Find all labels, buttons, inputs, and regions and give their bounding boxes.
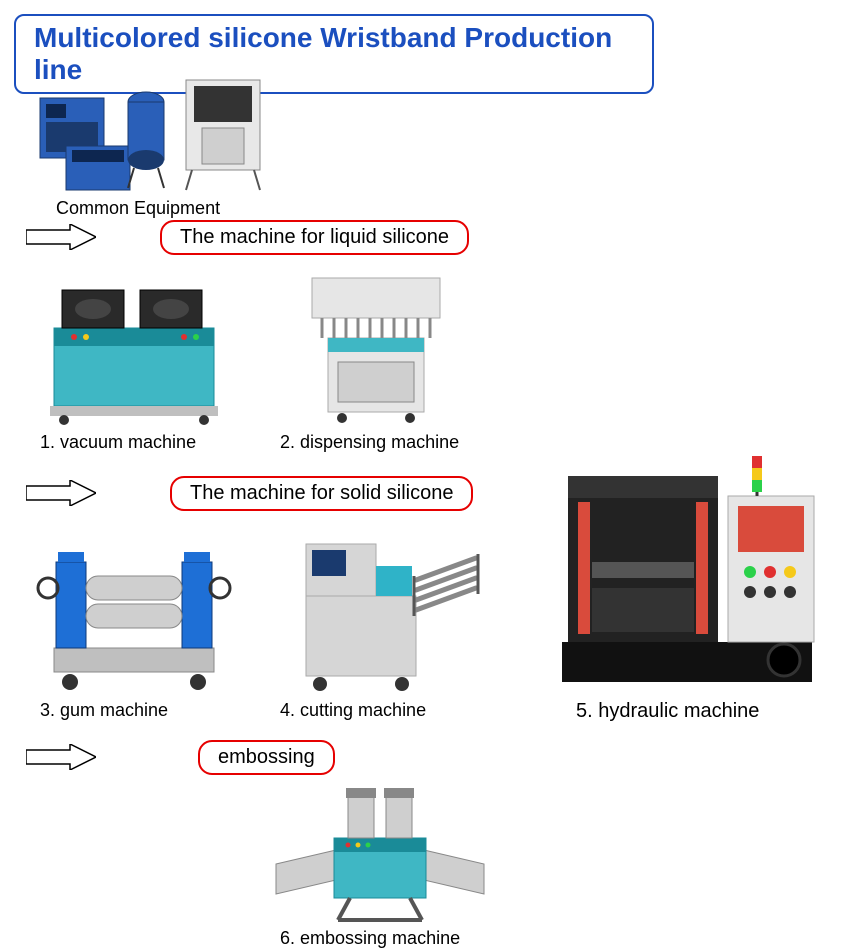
label-m6: 6. embossing machine xyxy=(280,928,460,949)
label-m3: 3. gum machine xyxy=(40,700,168,721)
arrow-liquid xyxy=(26,224,96,250)
hydraulic-machine-image xyxy=(552,452,832,692)
label-m4: 4. cutting machine xyxy=(280,700,426,721)
section-solid: The machine for solid silicone xyxy=(170,476,473,511)
embossing-machine-image xyxy=(270,784,490,924)
arrow-solid xyxy=(26,480,96,506)
label-m2: 2. dispensing machine xyxy=(280,432,459,453)
label-m5: 5. hydraulic machine xyxy=(576,700,759,723)
vacuum-machine-image xyxy=(44,276,224,426)
gum-machine-image xyxy=(34,528,234,693)
section-emboss: embossing xyxy=(198,740,335,775)
dispensing-machine-image xyxy=(292,268,462,428)
common-equipment-image xyxy=(36,72,266,192)
label-m1: 1. vacuum machine xyxy=(40,432,196,453)
arrow-emboss xyxy=(26,744,96,770)
cutting-machine-image xyxy=(276,526,486,696)
label-common: Common Equipment xyxy=(56,198,220,219)
section-liquid: The machine for liquid silicone xyxy=(160,220,469,255)
